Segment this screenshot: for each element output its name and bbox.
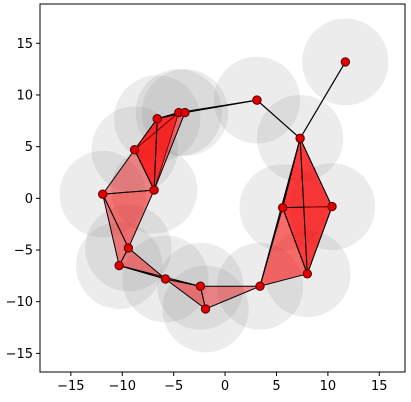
data-point <box>327 201 337 212</box>
triangle <box>299 138 333 274</box>
edges <box>178 61 346 287</box>
y-tick-label: −5 <box>14 244 33 259</box>
x-axis: −15 −10 −5 0 5 10 15 <box>57 372 388 394</box>
x-tick-label: 5 <box>272 379 280 394</box>
data-point <box>160 274 171 284</box>
data-point <box>152 114 162 124</box>
y-tick-label: 15 <box>16 37 33 52</box>
triangle <box>199 285 261 310</box>
x-tick-label: 0 <box>221 379 229 394</box>
filled-triangles <box>101 111 333 311</box>
edge <box>259 138 301 287</box>
data-point <box>129 145 140 155</box>
data-point <box>255 281 265 291</box>
axes-frame <box>39 3 406 373</box>
x-tick-label: 15 <box>371 379 388 394</box>
data-point <box>252 95 262 105</box>
edge <box>299 61 346 139</box>
data-point <box>123 243 134 253</box>
x-tick-label: −5 <box>164 379 183 394</box>
data-point <box>180 107 190 118</box>
data-point <box>195 281 206 291</box>
y-tick-label: 5 <box>25 140 33 155</box>
y-axis: −15 −10 −5 0 5 10 15 <box>6 37 40 362</box>
plot-area <box>59 18 389 353</box>
edge <box>256 99 301 139</box>
y-tick-label: 10 <box>16 88 33 103</box>
y-tick-label: −15 <box>6 347 33 362</box>
x-tick-label: −15 <box>57 379 84 394</box>
data-point <box>277 202 288 213</box>
x-tick-label: −10 <box>109 379 136 394</box>
data-point <box>295 133 305 144</box>
y-tick-label: −10 <box>6 295 33 310</box>
data-point <box>149 185 159 195</box>
x-tick-label: 10 <box>320 379 337 394</box>
data-point <box>200 304 211 314</box>
data-point <box>98 189 108 199</box>
data-point <box>114 260 124 271</box>
y-tick-label: 0 <box>25 192 33 207</box>
edge <box>184 99 258 114</box>
points <box>98 57 351 314</box>
data-point <box>340 57 351 67</box>
data-point <box>302 269 313 279</box>
